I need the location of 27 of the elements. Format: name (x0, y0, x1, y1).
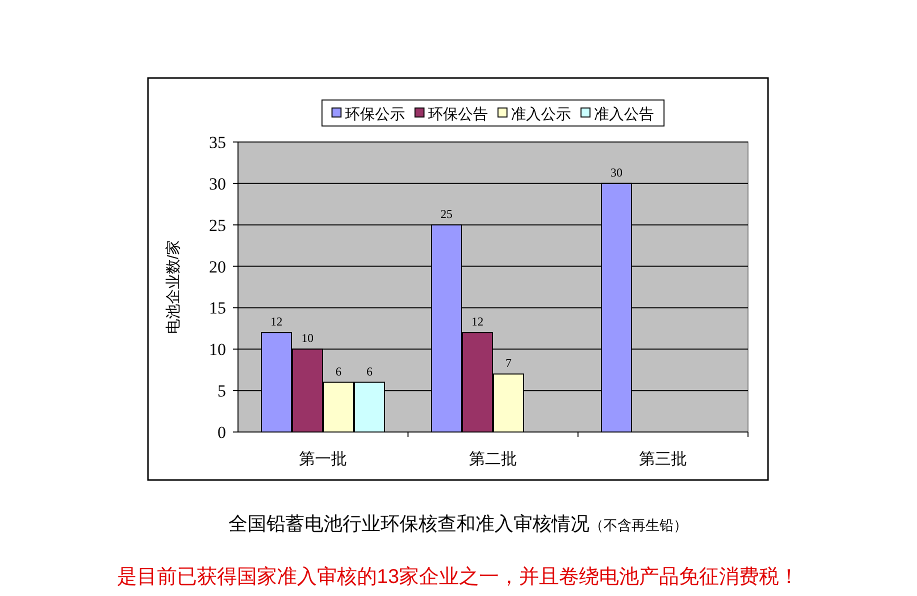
data-label: 6 (366, 364, 372, 378)
y-tick-label: 30 (209, 174, 226, 194)
data-label: 25 (440, 206, 452, 221)
text: 全国铅蓄电池行业环保核查和准入审核情况 (228, 513, 590, 535)
legend-label: 准入公示 (511, 106, 571, 123)
legend-label: 准入公告 (594, 106, 654, 123)
data-label: 10 (302, 331, 314, 346)
data-label: 7 (506, 356, 512, 370)
y-tick-label: 15 (209, 298, 226, 318)
data-label: 6 (336, 364, 342, 378)
x-tick-label: 第二批 (469, 451, 517, 468)
y-tick-label: 25 (209, 216, 226, 235)
text: （不含再生铅） (590, 517, 688, 533)
data-label: 12 (472, 314, 484, 329)
y-tick-label: 5 (218, 382, 226, 401)
data-label: 30 (610, 165, 622, 180)
legend-label: 环保公示 (345, 106, 405, 123)
y-tick-label: 35 (209, 133, 226, 152)
y-tick-label: 0 (218, 423, 226, 442)
text: 是目前已获得国家准入审核的13家企业之一，并且卷绕电池产品免征消费税！ (116, 565, 800, 588)
y-tick-label: 20 (209, 257, 226, 276)
data-label: 12 (270, 314, 282, 329)
y-axis-title: 电池企业数/家 (165, 240, 182, 334)
legend-label: 环保公告 (428, 106, 488, 123)
x-tick-label: 第一批 (299, 451, 347, 468)
x-tick-label: 第三批 (639, 451, 687, 468)
y-tick-label: 10 (209, 340, 226, 360)
